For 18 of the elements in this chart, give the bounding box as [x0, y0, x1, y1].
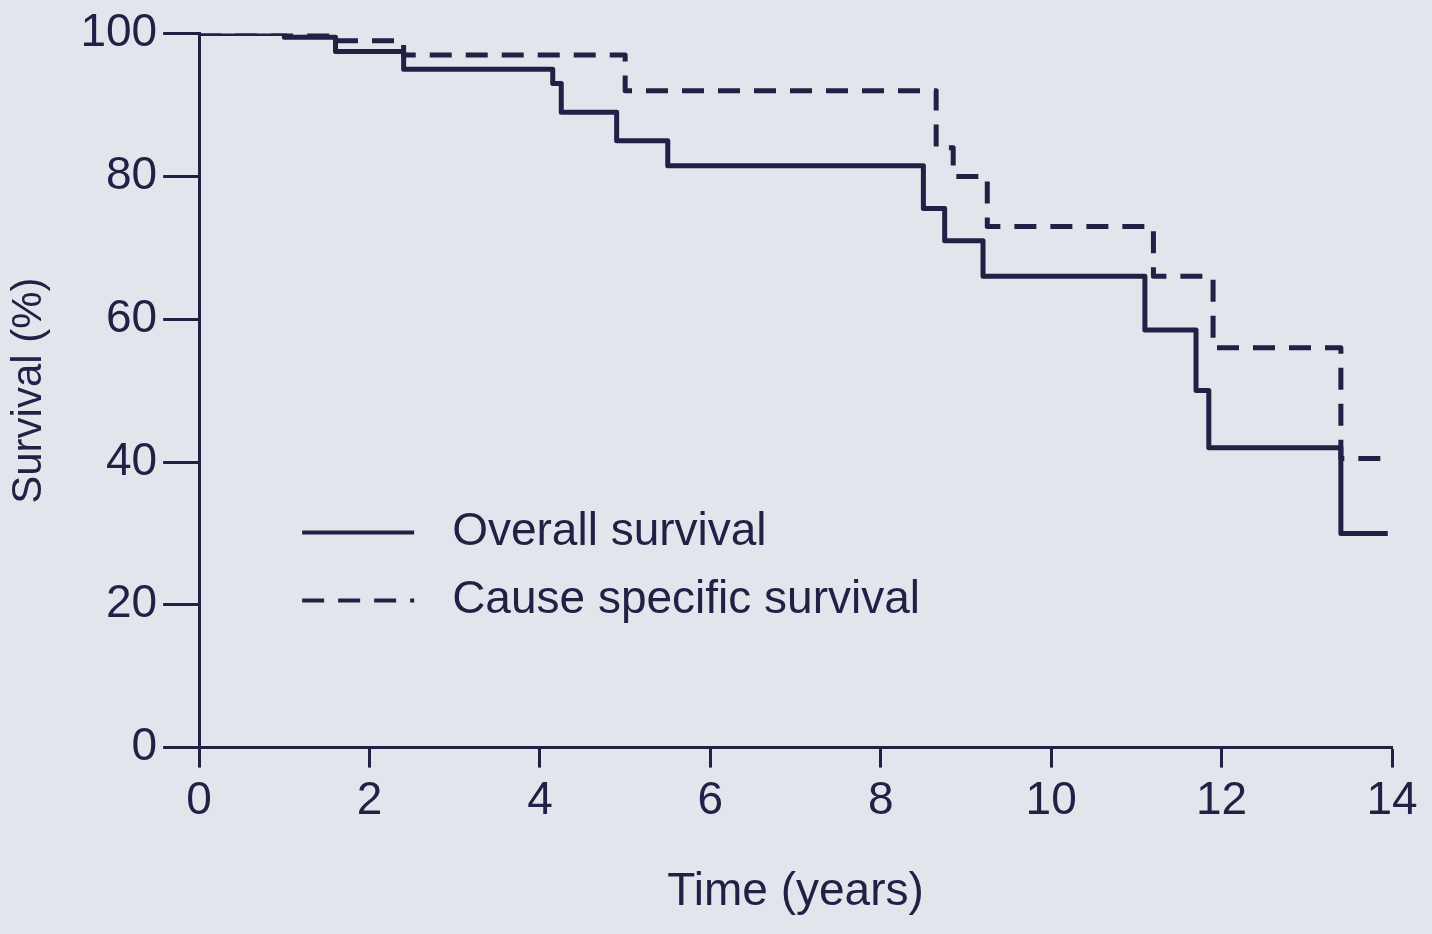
x-tick-label: 8 [867, 771, 894, 824]
x-tick-label: 4 [527, 771, 553, 824]
y-tick-label: 100 [80, 4, 158, 57]
x-tick-label: 0 [186, 771, 212, 824]
x-tick-label: 10 [1025, 771, 1077, 824]
x-tick-label: 14 [1366, 771, 1418, 824]
legend-label: Overall survival [452, 503, 767, 556]
legend-label: Cause specific survival [452, 571, 920, 624]
y-tick-label: 40 [105, 432, 158, 485]
x-tick-label: 6 [697, 771, 724, 824]
x-tick-label: 2 [356, 771, 383, 824]
y-axis-title: Survival (%) [2, 277, 50, 504]
y-tick-label: 20 [105, 575, 158, 628]
y-tick-label: 80 [105, 147, 158, 200]
x-tick-label: 12 [1196, 771, 1248, 824]
y-tick-label: 0 [131, 718, 158, 771]
y-tick-label: 60 [105, 289, 158, 342]
x-axis-title: Time (years) [667, 863, 924, 916]
